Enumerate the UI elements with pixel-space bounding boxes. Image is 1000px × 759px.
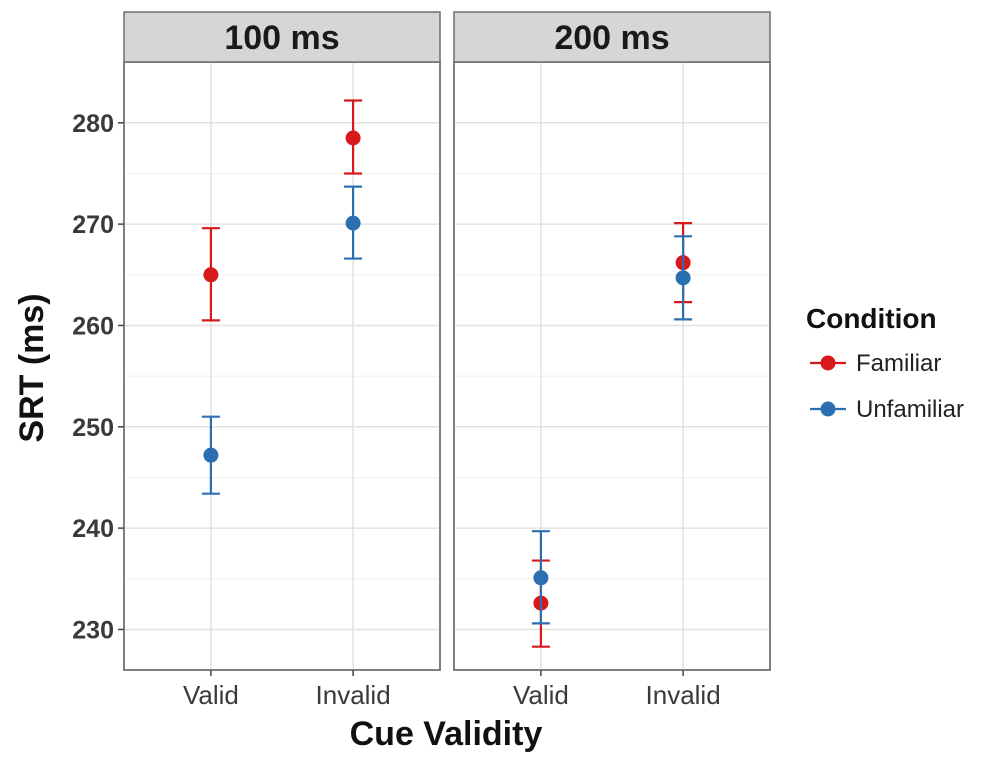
x-tick-label: Invalid <box>646 680 721 710</box>
y-axis: 230 240 250 260 270 280 <box>72 110 124 644</box>
point-marker <box>345 215 361 231</box>
y-tick-label: 270 <box>72 211 114 239</box>
data-point-unfamiliar-valid <box>531 530 550 625</box>
point-marker <box>533 570 549 586</box>
data-point-familiar-valid <box>201 227 220 322</box>
data-point-unfamiliar-invalid <box>674 235 693 321</box>
facet-panels: 100 ms 200 ms <box>123 11 771 671</box>
legend-item-familiar: Familiar <box>810 350 941 377</box>
data-point-unfamiliar-valid <box>201 415 220 495</box>
point-marker <box>203 267 219 283</box>
legend-label: Familiar <box>856 350 941 377</box>
x-tick-label: Valid <box>183 680 239 710</box>
panel-200-ms: 200 ms <box>453 11 771 671</box>
strip-200-ms <box>453 11 771 63</box>
legend-title: Condition <box>806 303 937 334</box>
y-tick-label: 260 <box>72 312 114 340</box>
y-tick-label: 230 <box>72 616 114 644</box>
strip-label: 200 ms <box>554 19 669 57</box>
x-axis-title: Cue Validity <box>350 715 543 753</box>
y-axis-title: SRT (ms) <box>13 293 51 442</box>
legend-item-unfamiliar: Unfamiliar <box>810 396 964 423</box>
panel-background <box>123 61 441 671</box>
legend-key-marker <box>820 355 836 371</box>
y-tick-label: 280 <box>72 110 114 138</box>
point-marker <box>675 270 691 286</box>
x-tick-label: Valid <box>513 680 569 710</box>
x-tick-label: Invalid <box>316 680 391 710</box>
panel-100-ms: 100 ms <box>123 11 441 671</box>
point-marker <box>203 447 219 463</box>
legend-key-marker <box>820 401 836 417</box>
strip-100-ms <box>123 11 441 63</box>
point-marker <box>345 130 361 146</box>
x-axis: Valid Invalid Valid Invalid <box>183 670 721 710</box>
y-tick-label: 250 <box>72 414 114 442</box>
data-point-unfamiliar-invalid <box>344 185 363 260</box>
strip-label: 100 ms <box>224 19 339 57</box>
y-tick-label: 240 <box>72 515 114 543</box>
legend: Condition Familiar Unfamiliar <box>806 303 964 423</box>
legend-label: Unfamiliar <box>856 396 964 423</box>
data-point-familiar-invalid <box>344 99 363 175</box>
